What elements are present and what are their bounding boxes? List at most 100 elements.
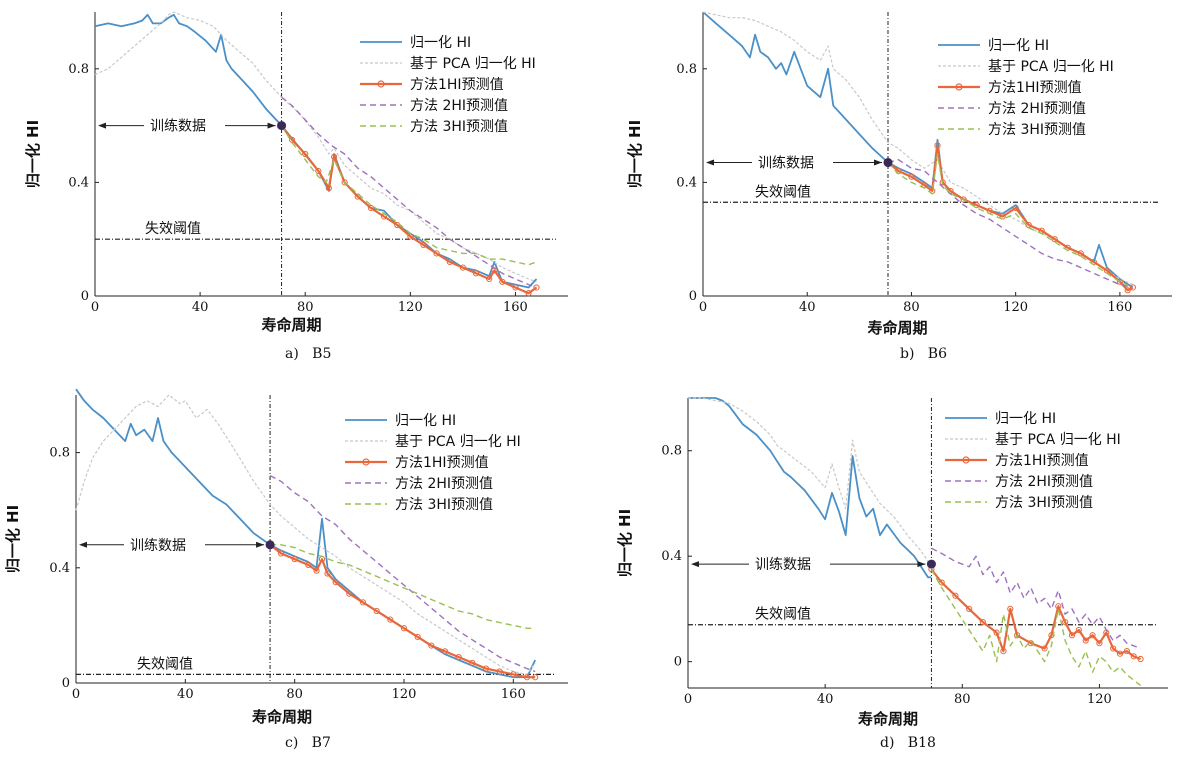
x-tick-label: 160 [1107,300,1132,315]
series-1-marker [523,674,531,681]
y-axis-title: 归一化 HI [626,120,644,188]
series-1-marker [512,284,519,291]
training-end-point [277,121,287,131]
legend-label-1: 归一化 HI [995,410,1056,427]
training-label-bg [146,115,224,136]
x-axis-title: 寿命周期 [867,319,927,337]
series-1-marker [908,173,915,180]
series-line-5 [270,544,536,630]
failure-threshold-label: 失效阈值 [755,184,811,200]
series-1-marker [332,579,339,586]
y-tick-label: 0 [81,289,89,304]
y-axis-title: 归一化 HI [4,505,22,573]
legend-label-3: 方法1HI预测值 [395,455,489,471]
legend-label-5: 方法 3HI预测值 [995,495,1093,511]
legend-marker-1 [962,456,970,464]
series-1-marker [459,264,466,271]
y-tick-label: 0.8 [676,62,697,77]
series-1-marker [428,642,435,649]
training-label-bg [754,152,832,173]
legend-label-5: 方法 3HI预测值 [988,122,1086,138]
x-axis-title: 寿命周期 [261,316,321,334]
y-tick-label: 0.8 [49,446,70,461]
series-1-marker [1014,632,1021,639]
series-1-marker [1007,605,1014,613]
series-1-marker [341,179,348,186]
series-1-marker [966,605,973,613]
series-1-marker [1123,647,1130,655]
series-line-2 [94,11,537,283]
series-line-1 [688,397,932,579]
series-1-marker [277,550,285,557]
series-line-3 [269,543,536,679]
series-1-marker [433,250,440,257]
series-1-marker [331,153,338,160]
x-tick-label: 0 [91,300,99,315]
series-line-3 [887,144,1134,292]
x-tick-label: 120 [1003,300,1028,315]
series-1-marker [446,258,453,266]
legend-label-4: 方法 2HI预测值 [995,474,1093,490]
series-line-4 [931,547,1141,650]
series-1-marker [325,184,332,192]
x-tick-label: 120 [392,687,417,702]
series-1-marker [315,167,322,175]
series-1-marker [420,241,427,248]
y-tick-label: 0 [62,676,70,691]
series-line-4 [281,96,537,289]
series-1-marker [346,590,353,597]
series-1-marker [1124,287,1131,294]
series-line-2 [75,394,536,675]
chart-panel-b5: 0 40 80 120 160 0 0.4 0.8 寿命周期 归一化 HI 失效阈值 训练数据 归一化 … [0,0,600,383]
series-1-marker [510,671,517,678]
training-arrowhead-left [691,561,699,568]
caption-b6: b) B6 [900,346,947,362]
y-tick-label: 0.4 [68,175,89,190]
y-tick-label: 0.4 [661,549,682,564]
series-line-5 [930,569,1142,686]
series-line-4 [269,474,536,673]
series-1-marker [1041,645,1048,652]
series-1-marker [1110,645,1117,652]
series-1-marker [999,213,1006,220]
series-1-marker [960,196,967,203]
chart-svg-b7: 0 40 80 120 160 0 0.4 0.8 寿命周期 归一化 HI 失效阈值 训练数据 归一化 … [4,388,568,726]
x-tick-label: 80 [954,692,971,707]
series-line-5 [887,153,1134,289]
legend-label-2: 基于 PCA 归一化 HI [988,58,1114,75]
chart-svg-b18: 0 40 80 120 0 0.4 0.8 寿命周期 归一化 HI 失效阈值 训练数据 归一化 HI 基… [616,397,1168,728]
failure-threshold-label: 失效阈值 [755,607,811,623]
x-tick-label: 0 [72,687,80,702]
series-1-marker [359,599,367,606]
chart-svg-b6: 0 40 80 120 160 0 0.4 0.8 寿命周期 归一化 HI 失效阈值 训练数据 归一化 … [626,11,1172,337]
series-line-2 [702,11,1134,286]
caption-b18: d) B18 [880,735,936,751]
series-1-marker [302,150,309,158]
series-1-marker [1051,236,1058,243]
x-tick-label: 80 [297,300,314,315]
legend-label-4: 方法 2HI预测值 [988,101,1086,117]
y-tick-label: 0 [674,655,682,670]
caption-b5: a) B5 [285,346,332,362]
series-1-marker [1055,603,1062,610]
series-1-marker [373,607,380,615]
series-line-5 [281,125,537,266]
training-end-point [265,540,275,550]
x-tick-label: 40 [177,687,194,702]
training-data-label: 训练数据 [758,156,814,172]
training-data-label: 训练数据 [130,538,186,554]
series-1-marker [1025,221,1032,229]
series-1-marker [1137,655,1144,663]
series-1-marker [993,629,1000,636]
y-axis-title: 归一化 HI [24,120,42,188]
series-1-marker [1130,653,1137,660]
series-1-marker [1068,632,1076,639]
training-data-label: 训练数据 [150,119,206,135]
series-line-3 [930,568,1141,661]
series-1-marker [482,665,490,672]
training-arrowhead-left [79,541,87,548]
legend-label-1: 归一化 HI [395,412,456,429]
y-tick-label: 0.4 [676,175,697,190]
chart-svg-b5: 0 40 80 120 160 0 0.4 0.8 寿命周期 归一化 HI 失效阈值 训练数据 归一化 … [24,11,568,334]
legend-label-4: 方法 2HI预测值 [410,98,508,114]
